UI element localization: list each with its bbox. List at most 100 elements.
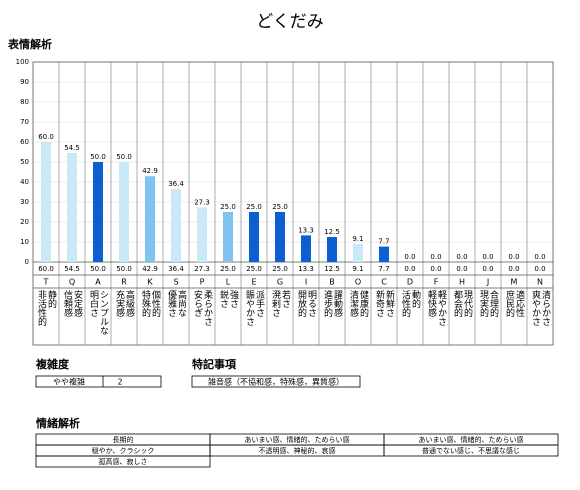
category-label: 高尚な [176, 289, 187, 317]
value-label: 25.0 [220, 203, 236, 211]
bar [145, 176, 155, 262]
value-cell: 0.0 [508, 265, 519, 273]
bar [353, 243, 363, 262]
x-tick-label: O [355, 278, 361, 287]
x-tick-label: H [459, 278, 465, 287]
category-label: 新鮮さ [384, 289, 395, 317]
bar [223, 212, 233, 262]
value-label: 0.0 [430, 253, 441, 261]
category-label: 賑やかさ [244, 290, 255, 326]
cell: 長期的 [113, 435, 134, 444]
category-label: 躍動感 [332, 290, 343, 317]
x-tick-label: R [121, 278, 127, 287]
table-cell [383, 444, 559, 457]
x-tick-label: D [407, 278, 413, 287]
bar [67, 153, 77, 262]
bar [301, 235, 311, 262]
category-label: 進歩的 [322, 289, 333, 318]
value-label: 54.5 [64, 144, 80, 152]
category-label: 現代的 [462, 290, 473, 318]
value-cell: 60.0 [38, 265, 54, 273]
bar [119, 162, 129, 262]
y-tick-label: 0 [25, 258, 29, 266]
value-cell: 36.4 [168, 265, 184, 273]
value-label: 42.9 [142, 167, 158, 175]
category-label: 派手さ [254, 290, 265, 317]
category-label: 清らかさ [540, 289, 551, 326]
category-label: 個性的 [150, 289, 161, 318]
section-title: 複雑度 [35, 357, 70, 371]
category-label: 現実的 [478, 290, 489, 318]
value-label: 9.1 [352, 235, 363, 243]
y-tick-label: 30 [20, 198, 29, 206]
value-cell: 9.1 [352, 265, 363, 273]
category-label: 庶民的 [504, 289, 515, 318]
category-label: 動的 [410, 290, 421, 309]
cell: 雑音感（不協和感，特殊感，異質感） [208, 377, 344, 387]
title: どくだみ [256, 12, 324, 32]
value-cell: 54.5 [64, 265, 80, 273]
cell: あいまい感、情緒的、ためらい感 [419, 435, 524, 444]
value-cell: 0.0 [404, 265, 415, 273]
category-label: 健康的 [358, 289, 369, 318]
category-label: 優雅さ [166, 289, 177, 317]
value-label: 0.0 [404, 253, 415, 261]
category-label: 都会的 [452, 290, 463, 318]
category-label: 爽やかさ [530, 290, 541, 326]
x-tick-label: C [381, 278, 387, 287]
value-cell: 13.3 [298, 265, 314, 273]
x-tick-label: K [147, 278, 153, 287]
value-label: 0.0 [456, 253, 467, 261]
value-cell: 50.0 [116, 265, 132, 273]
category-label: 高級感 [124, 289, 135, 317]
value-cell: 0.0 [430, 265, 441, 273]
value-cell: 12.5 [324, 265, 340, 273]
value-label: 50.0 [116, 153, 132, 161]
category-label: 充実感 [114, 289, 125, 317]
y-tick-label: 10 [20, 238, 29, 246]
value-cell: 0.0 [456, 265, 467, 273]
category-label: 開放的 [296, 290, 307, 318]
cell: やや複雑 [53, 377, 85, 387]
table-border [35, 375, 162, 388]
category-label: 特殊的 [140, 289, 151, 318]
y-tick-label: 50 [20, 158, 29, 166]
cell: 2 [117, 378, 122, 387]
x-tick-label: S [173, 278, 178, 287]
value-label: 25.0 [272, 203, 288, 211]
x-tick-label: M [511, 278, 518, 287]
section-title: 情緒解析 [36, 416, 80, 430]
y-tick-label: 40 [20, 178, 29, 186]
category-label: 静的 [46, 289, 57, 309]
cell: 普通でない感じ、不思議な感じ [422, 446, 520, 455]
y-tick-label: 100 [16, 58, 29, 66]
x-tick-label: G [277, 278, 283, 287]
x-tick-label: B [329, 278, 335, 287]
value-cell: 42.9 [142, 265, 158, 273]
value-cell: 25.0 [246, 265, 262, 273]
category-label: 軽やかさ [436, 290, 447, 326]
x-tick-label: N [537, 278, 543, 287]
x-tick-label: L [226, 278, 231, 287]
value-cell: 50.0 [90, 265, 106, 273]
category-label: 新奇さ [374, 289, 385, 317]
category-label: 明白さ [88, 290, 99, 317]
x-tick-label: I [305, 278, 307, 287]
bar [171, 189, 181, 262]
bar [379, 246, 389, 262]
value-label: 13.3 [298, 226, 314, 234]
bar [93, 162, 103, 262]
value-label: 36.4 [168, 180, 184, 188]
cell: 不透明感、神秘的、哀感 [259, 446, 336, 455]
value-label: 60.0 [38, 133, 54, 141]
x-tick-label: J [486, 278, 489, 287]
bar [197, 207, 207, 262]
category-label: 溌剌さ [270, 289, 281, 317]
category-label: 若さ [280, 289, 291, 308]
category-label: シンプルな [98, 290, 109, 335]
category-label: 適応性 [514, 289, 525, 318]
value-label: 0.0 [534, 253, 545, 261]
category-label: 信頼感 [62, 289, 73, 317]
table-cell [35, 455, 211, 468]
